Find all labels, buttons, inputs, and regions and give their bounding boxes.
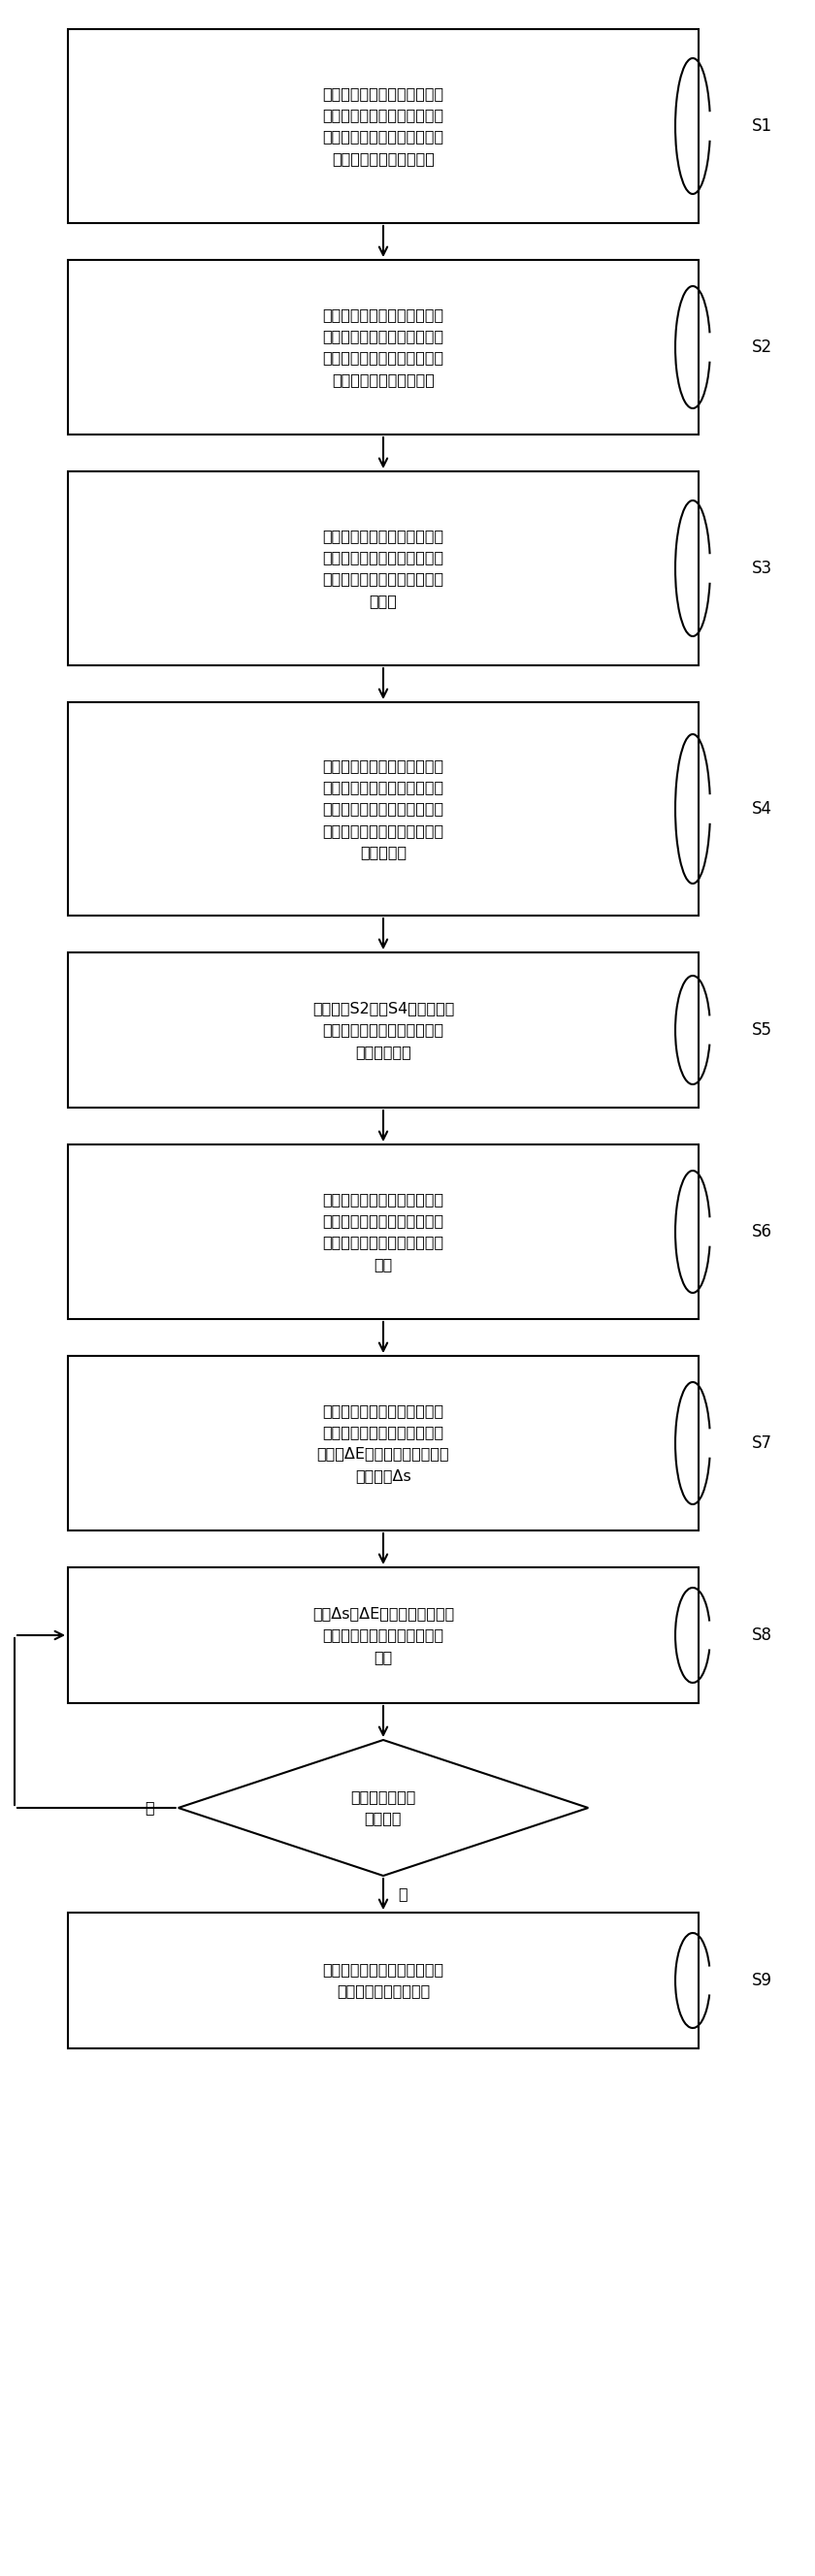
- FancyBboxPatch shape: [68, 703, 698, 914]
- Text: S3: S3: [752, 559, 773, 577]
- FancyBboxPatch shape: [68, 1355, 698, 1530]
- Text: 确定整个深度区间内的压裂高
度和径向压裂延伸宽度: 确定整个深度区间内的压裂高 度和径向压裂延伸宽度: [323, 1963, 444, 1999]
- Text: 将所述压裂前的四分量数据及
仪器方位曲线由仪器坐标系转
换到地球坐标系下，构建不同
方位的偶极声波测井数据: 将所述压裂前的四分量数据及 仪器方位曲线由仪器坐标系转 换到地球坐标系下，构建不…: [323, 307, 444, 386]
- Text: S1: S1: [752, 118, 773, 134]
- FancyBboxPatch shape: [68, 1911, 698, 2048]
- Text: 根据Δs和ΔE判断当前深度点的
井筒方向压裂效果和径向压裂
效果: 根据Δs和ΔE判断当前深度点的 井筒方向压裂效果和径向压裂 效果: [312, 1607, 454, 1664]
- Text: S7: S7: [752, 1435, 773, 1453]
- Text: S2: S2: [752, 337, 773, 355]
- Text: 利用波形相干叠加法处理所述
滤波后的偶极声波测井数据，
得到压裂前后地层的横波速度
曲线: 利用波形相干叠加法处理所述 滤波后的偶极声波测井数据， 得到压裂前后地层的横波速…: [323, 1193, 444, 1273]
- Text: 计算所述深度区间的一个深度
点处压裂前后散射波能量包络
的差异ΔE和压裂前后弹性波慢
度的差异Δs: 计算所述深度区间的一个深度 点处压裂前后散射波能量包络 的差异ΔE和压裂前后弹性…: [317, 1404, 450, 1484]
- Polygon shape: [178, 1739, 588, 1875]
- Text: S6: S6: [752, 1224, 773, 1242]
- Text: 否: 否: [145, 1801, 154, 1816]
- Text: S9: S9: [752, 1971, 773, 1989]
- Text: 根据直达波幅度对所述滤波后
的偶极声波测井数据进行归一
化处理，利用希尔伯特变换计
算所述深度区间压裂前的散射
波能量包络: 根据直达波幅度对所述滤波后 的偶极声波测井数据进行归一 化处理，利用希尔伯特变换…: [323, 757, 444, 860]
- Text: 对所述不同方位的偶极声波测
井数据进行滤波处理，消除测
井随机噪声及来自层界面的反
射干扰: 对所述不同方位的偶极声波测 井数据进行滤波处理，消除测 井随机噪声及来自层界面的…: [323, 528, 444, 608]
- Text: 在深度区间内进行阵列声波测
井，得到深度区间内压裂前后
的正交偶极子声波测井时域四
分量数据和仪器方位曲线: 在深度区间内进行阵列声波测 井，得到深度区间内压裂前后 的正交偶极子声波测井时域…: [323, 88, 444, 165]
- Text: S8: S8: [752, 1625, 773, 1643]
- Text: 是否遍历完整个
深度区间: 是否遍历完整个 深度区间: [350, 1790, 416, 1826]
- FancyBboxPatch shape: [68, 1566, 698, 1703]
- Text: 采用步骤S2至步S4相同的方法
获得所述深度区间压裂后的散
射波能量包络: 采用步骤S2至步S4相同的方法 获得所述深度区间压裂后的散 射波能量包络: [312, 1002, 454, 1059]
- Text: S5: S5: [752, 1020, 773, 1038]
- FancyBboxPatch shape: [68, 260, 698, 435]
- FancyBboxPatch shape: [68, 953, 698, 1108]
- FancyBboxPatch shape: [68, 1144, 698, 1319]
- FancyBboxPatch shape: [68, 28, 698, 224]
- Text: 是: 是: [398, 1886, 408, 1901]
- FancyBboxPatch shape: [68, 471, 698, 665]
- Text: S4: S4: [752, 801, 773, 817]
